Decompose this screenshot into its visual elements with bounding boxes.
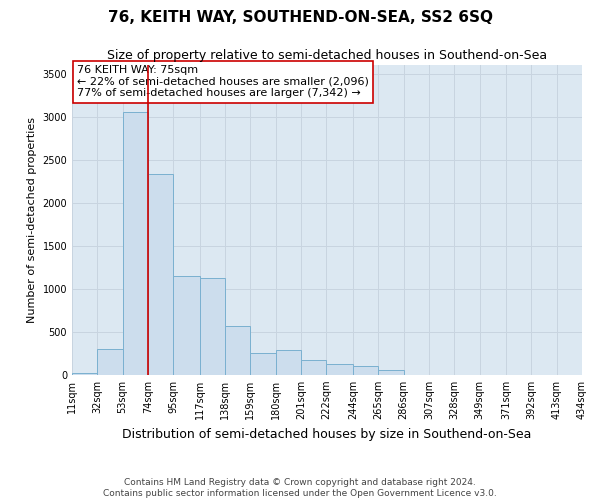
X-axis label: Distribution of semi-detached houses by size in Southend-on-Sea: Distribution of semi-detached houses by … [122, 428, 532, 440]
Bar [225, 326, 250, 375]
Bar [326, 364, 353, 375]
Bar [72, 373, 97, 375]
Title: Size of property relative to semi-detached houses in Southend-on-Sea: Size of property relative to semi-detach… [107, 50, 547, 62]
Bar [250, 354, 276, 375]
Bar [173, 276, 200, 375]
Text: 76 KEITH WAY: 75sqm
← 22% of semi-detached houses are smaller (2,096)
77% of sem: 76 KEITH WAY: 75sqm ← 22% of semi-detach… [77, 65, 369, 98]
Y-axis label: Number of semi-detached properties: Number of semi-detached properties [27, 117, 37, 323]
Text: 76, KEITH WAY, SOUTHEND-ON-SEA, SS2 6SQ: 76, KEITH WAY, SOUTHEND-ON-SEA, SS2 6SQ [107, 10, 493, 25]
Bar [378, 370, 404, 375]
Text: Contains HM Land Registry data © Crown copyright and database right 2024.
Contai: Contains HM Land Registry data © Crown c… [103, 478, 497, 498]
Bar [301, 360, 326, 375]
Bar [200, 278, 225, 375]
Bar [97, 348, 122, 375]
Bar [148, 174, 173, 375]
Bar [122, 112, 148, 375]
Bar [276, 350, 301, 375]
Bar [353, 366, 378, 375]
